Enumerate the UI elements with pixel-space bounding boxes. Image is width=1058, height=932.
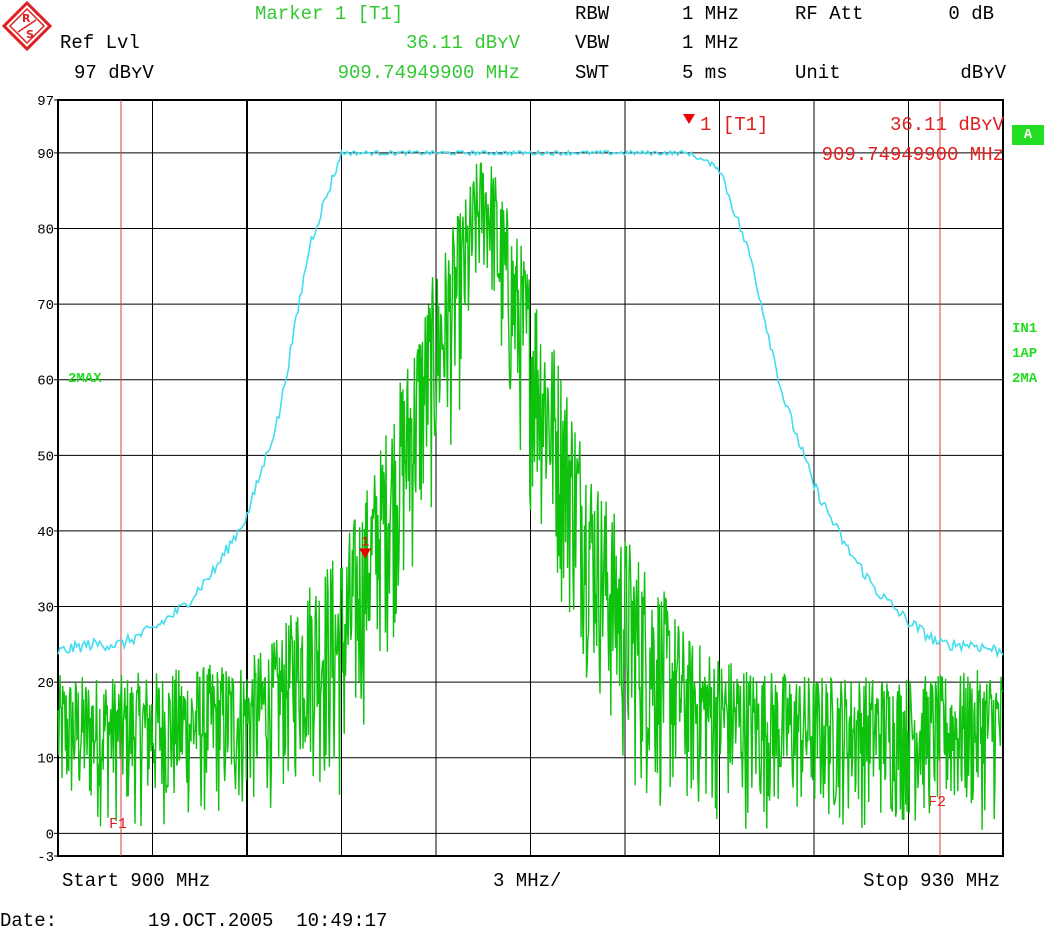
marker-1-label: 1 bbox=[361, 534, 369, 550]
marker-level: 36.11 dBʏV bbox=[405, 32, 520, 54]
y-tick-label: 70 bbox=[37, 298, 54, 314]
swt-label: SWT bbox=[575, 62, 610, 84]
marker-frequency: 909.74949900 MHz bbox=[337, 62, 520, 84]
date-value: 19.OCT.2005 10:49:17 bbox=[148, 910, 388, 932]
span-per-division: 3 MHz/ bbox=[493, 870, 562, 892]
rbw-label: RBW bbox=[575, 3, 610, 25]
date-label: Date: bbox=[0, 910, 58, 932]
y-tick-label: 0 bbox=[46, 827, 54, 843]
vbw-value: 1 MHz bbox=[682, 32, 740, 54]
side-label-1ap: 1AP bbox=[1012, 346, 1038, 362]
start-frequency: Start 900 MHz bbox=[62, 870, 211, 892]
y-tick-label: 20 bbox=[37, 676, 54, 692]
marker-box-label: 1 [T1] bbox=[700, 114, 769, 136]
y-tick-label: 50 bbox=[37, 449, 54, 465]
unit-label: Unit bbox=[795, 62, 841, 84]
marker-box-level: 36.11 dBʏV bbox=[889, 114, 1004, 136]
y-tick-label: 90 bbox=[37, 147, 54, 163]
rs-logo: R S bbox=[1, 0, 53, 52]
rbw-value: 1 MHz bbox=[682, 3, 740, 25]
side-label-2ma: 2MA bbox=[1012, 371, 1038, 387]
y-tick-label: 40 bbox=[37, 525, 54, 541]
y-tick-label: 10 bbox=[37, 752, 54, 768]
svg-text:S: S bbox=[26, 28, 34, 41]
rf-att-label: RF Att bbox=[795, 3, 864, 25]
marker-box-triangle-icon bbox=[683, 114, 695, 124]
trace2-label: 2MAX bbox=[68, 371, 102, 387]
y-tick-label: 60 bbox=[37, 374, 54, 390]
marker-1-triangle bbox=[359, 548, 372, 559]
unit-value: dBʏV bbox=[960, 62, 1006, 84]
side-label-in1: IN1 bbox=[1012, 321, 1038, 337]
y-tick-label: -3 bbox=[37, 850, 54, 866]
y-tick-label: 97 bbox=[37, 94, 54, 110]
marker-title: Marker 1 [T1] bbox=[255, 3, 404, 25]
frequency-line-label: F2 bbox=[928, 794, 946, 811]
ref-lvl-value: 97 dBʏV bbox=[74, 62, 154, 84]
rf-att-value: 0 dB bbox=[948, 3, 994, 25]
vbw-label: VBW bbox=[575, 32, 610, 54]
svg-text:R: R bbox=[22, 12, 31, 25]
y-tick-label: 80 bbox=[37, 223, 54, 239]
swt-value: 5 ms bbox=[682, 62, 728, 84]
y-tick-label: 30 bbox=[37, 601, 54, 617]
ref-lvl-label: Ref Lvl bbox=[60, 32, 140, 54]
marker-box-frequency: 909.74949900 MHz bbox=[821, 144, 1004, 166]
trace-1-line bbox=[57, 162, 1004, 830]
trace-2max-line bbox=[57, 149, 1004, 659]
trace-a-badge: A bbox=[1012, 125, 1044, 145]
frequency-line-label: F1 bbox=[109, 816, 127, 833]
stop-frequency: Stop 930 MHz bbox=[863, 870, 1000, 892]
